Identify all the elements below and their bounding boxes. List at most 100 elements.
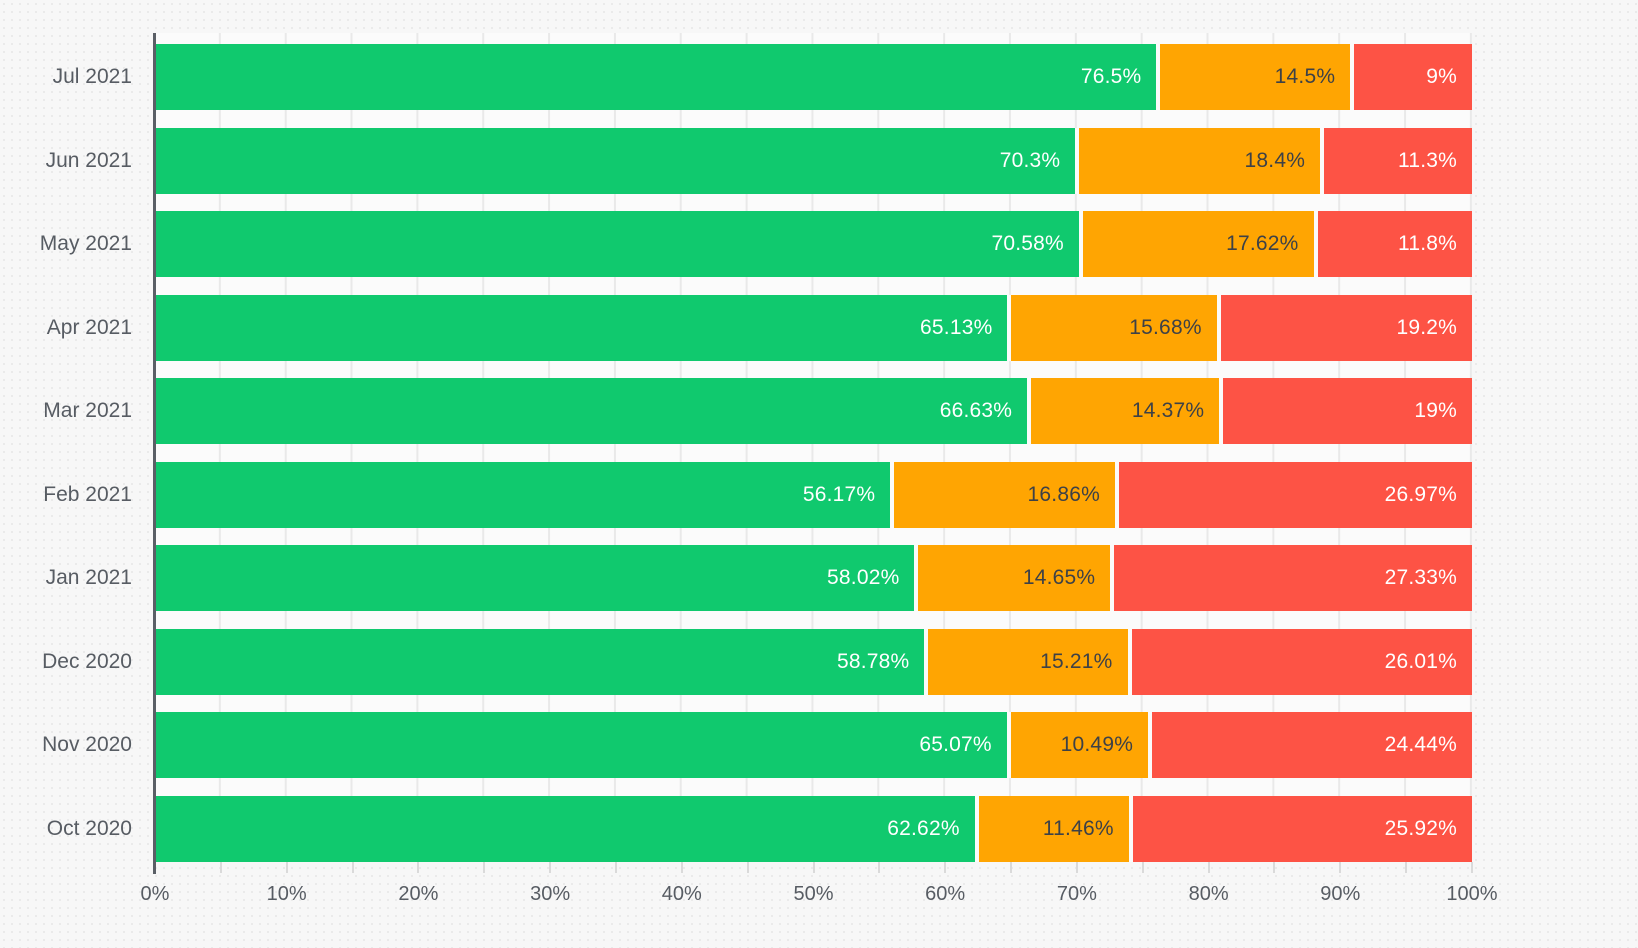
x-axis-tick-label: 50%	[793, 883, 834, 905]
y-axis-labels: Jul 2021 Jun 2021 May 2021 Apr 2021 Mar 2021…	[0, 44, 132, 862]
bar-segment[interactable]: 15.21%	[924, 628, 1128, 695]
x-axis-tick-label: 40%	[661, 883, 702, 905]
category-label: Jul 2021	[52, 65, 132, 88]
bar-segment[interactable]: 9%	[1350, 44, 1473, 110]
segment-value-label: 27.33%	[1384, 566, 1457, 590]
segment-value-label: 17.62%	[1226, 232, 1299, 256]
segment-value-label: 14.37%	[1131, 399, 1205, 423]
x-axis-tick-label: 90%	[1320, 883, 1361, 905]
bar-row: 58.78% 15.21% 26.01%	[155, 628, 1472, 695]
x-axis-tick	[483, 862, 486, 873]
category-label: Jun 2021	[45, 148, 132, 172]
plot-area: 76.5% 14.5% 9% 70.3% 18.4% 11.3% 70.58% …	[155, 33, 1473, 862]
bar-segment[interactable]: 62.62%	[155, 795, 975, 862]
bar-segment[interactable]: 16.86%	[890, 461, 1115, 528]
bar-row: 56.17% 16.86% 26.97%	[155, 461, 1472, 528]
bar-segment[interactable]: 66.63%	[155, 378, 1028, 445]
bar-row: 58.02% 14.65% 27.33%	[155, 545, 1472, 612]
segment-value-label: 26.01%	[1384, 649, 1457, 673]
segment-value-label: 19.2%	[1396, 315, 1457, 339]
bar-segment[interactable]: 19.2%	[1216, 294, 1472, 361]
bar-segment[interactable]: 11.8%	[1313, 211, 1472, 278]
x-axis-tick-label: 100%	[1446, 883, 1498, 905]
category-label: Nov 2020	[42, 733, 132, 757]
segment-value-label: 62.62%	[887, 816, 960, 840]
bar-row: 62.62% 11.46% 25.92%	[155, 795, 1473, 862]
x-axis-tick	[878, 862, 881, 873]
segment-value-label: 18.4%	[1244, 148, 1306, 172]
x-axis-tick	[812, 862, 815, 873]
x-axis-tick	[1141, 862, 1144, 873]
segment-value-label: 15.21%	[1040, 649, 1113, 673]
bar-row: 65.07% 10.49% 24.44%	[155, 712, 1472, 779]
y-axis-line	[153, 33, 156, 874]
category-label: May 2021	[39, 232, 132, 256]
bar-segment[interactable]: 14.65%	[914, 545, 1111, 612]
x-axis-tick	[614, 862, 617, 873]
bar-row: 76.5% 14.5% 9%	[155, 44, 1473, 110]
x-axis-tick	[417, 862, 420, 873]
x-axis-tick	[746, 862, 749, 873]
segment-value-label: 58.78%	[837, 649, 910, 673]
segment-value-label: 19%	[1414, 399, 1457, 423]
x-axis-tick	[219, 862, 222, 873]
bar-segment[interactable]: 11.46%	[974, 795, 1129, 862]
bar-row: 70.3% 18.4% 11.3%	[155, 127, 1473, 194]
x-axis-tick	[1405, 862, 1408, 873]
x-axis-tick	[549, 862, 552, 873]
x-axis-tick	[285, 862, 288, 873]
bar-segment[interactable]: 70.58%	[155, 211, 1079, 278]
segment-value-label: 9%	[1426, 65, 1458, 88]
category-label: Mar 2021	[43, 399, 132, 423]
segment-value-label: 65.13%	[920, 315, 993, 339]
bar-segment[interactable]: 76.5%	[155, 44, 1157, 110]
segment-value-label: 70.3%	[999, 148, 1061, 172]
x-axis-tick	[1471, 862, 1473, 873]
x-axis-tick	[1010, 862, 1013, 873]
bar-segment[interactable]: 58.02%	[155, 545, 915, 612]
bar-segment[interactable]: 56.17%	[155, 461, 891, 528]
x-axis-tick-label: 60%	[925, 883, 966, 905]
x-axis-tick	[1273, 862, 1276, 873]
x-axis-tick-label: 70%	[1056, 883, 1097, 905]
segment-value-label: 65.07%	[919, 733, 992, 757]
segment-value-label: 66.63%	[939, 399, 1013, 423]
x-axis-tick-label: 20%	[398, 883, 439, 905]
bar-segment[interactable]: 26.01%	[1127, 628, 1472, 695]
bar-segment[interactable]: 10.49%	[1006, 712, 1149, 779]
category-label: Oct 2020	[46, 816, 132, 840]
segment-value-label: 26.97%	[1384, 482, 1457, 506]
bar-segment[interactable]: 27.33%	[1110, 545, 1472, 612]
segment-value-label: 15.68%	[1129, 315, 1202, 339]
bar-segment[interactable]: 65.07%	[155, 712, 1007, 779]
bar-segment[interactable]: 25.92%	[1128, 795, 1473, 862]
bars-container: 76.5% 14.5% 9% 70.3% 18.4% 11.3% 70.58% …	[155, 44, 1473, 862]
bar-segment[interactable]: 14.5%	[1156, 44, 1351, 110]
x-axis: 0% 10% 20% 30% 40% 50% 60% 70% 80% 90% 100%	[141, 862, 1498, 922]
x-axis-tick-label: 80%	[1188, 883, 1229, 905]
bar-segment[interactable]: 17.62%	[1078, 211, 1314, 278]
bar-segment[interactable]: 19%	[1219, 378, 1472, 445]
bar-segment[interactable]: 65.13%	[155, 294, 1008, 361]
segment-value-label: 16.86%	[1027, 482, 1100, 506]
bar-row: 70.58% 17.62% 11.8%	[155, 211, 1472, 278]
segment-value-label: 56.17%	[802, 482, 876, 506]
x-axis-tick-label: 0%	[140, 883, 170, 905]
segment-value-label: 10.49%	[1060, 733, 1134, 757]
bar-row: 66.63% 14.37% 19%	[155, 378, 1472, 445]
segment-value-label: 11.8%	[1398, 232, 1457, 256]
bar-segment[interactable]: 18.4%	[1075, 127, 1321, 194]
bar-segment[interactable]: 24.44%	[1148, 712, 1472, 779]
bar-segment[interactable]: 58.78%	[155, 628, 925, 695]
bar-segment[interactable]: 70.3%	[155, 127, 1076, 194]
bar-segment[interactable]: 26.97%	[1114, 461, 1472, 528]
category-label: Feb 2021	[43, 482, 132, 506]
bar-segment[interactable]: 11.3%	[1320, 127, 1473, 194]
segment-value-label: 11.3%	[1398, 148, 1458, 172]
segment-value-label: 11.46%	[1042, 816, 1114, 840]
bar-segment[interactable]: 14.37%	[1027, 378, 1220, 445]
x-axis-tick	[944, 862, 947, 873]
bar-segment[interactable]: 15.68%	[1007, 294, 1217, 361]
segment-value-label: 14.5%	[1274, 65, 1336, 88]
